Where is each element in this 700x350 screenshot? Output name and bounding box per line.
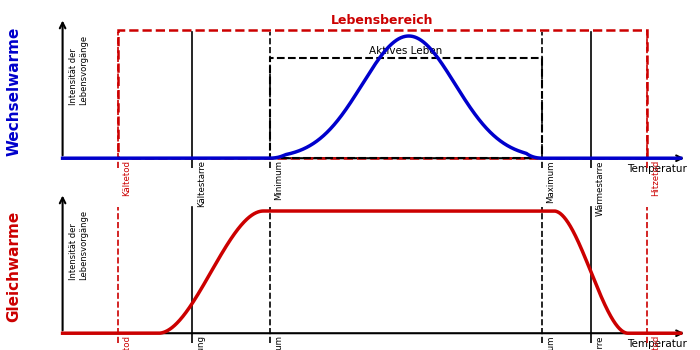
- Text: Wechselwarme: Wechselwarme: [6, 26, 22, 156]
- Text: Lebensbereich: Lebensbereich: [331, 14, 434, 27]
- Text: Kältetod: Kältetod: [122, 160, 132, 196]
- Text: Kältestarre: Kältestarre: [197, 160, 206, 207]
- Bar: [118, 30, 647, 158]
- Text: Intensität der
Lebensvorgänge: Intensität der Lebensvorgänge: [69, 210, 88, 280]
- Text: Minimum: Minimum: [274, 335, 283, 350]
- Text: Verklammung: Verklammung: [197, 335, 206, 350]
- Text: Kältetod: Kältetod: [122, 335, 132, 350]
- Text: Hitzetod: Hitzetod: [651, 335, 660, 350]
- Text: Temperatur: Temperatur: [627, 164, 687, 174]
- Text: Gleichwarme: Gleichwarme: [6, 210, 22, 322]
- Text: Minimum: Minimum: [274, 160, 283, 200]
- Text: Wärmestarre: Wärmestarre: [595, 160, 604, 216]
- Text: Maximum: Maximum: [546, 335, 555, 350]
- Text: Temperatur: Temperatur: [627, 340, 687, 349]
- Text: Intensität der
Lebensvorgänge: Intensität der Lebensvorgänge: [69, 35, 88, 105]
- Text: Hitzetod: Hitzetod: [651, 160, 660, 196]
- Text: Wärmestarre: Wärmestarre: [595, 335, 604, 350]
- Bar: [270, 58, 542, 158]
- Text: Aktives Leben: Aktives Leben: [369, 46, 442, 56]
- Text: Maximum: Maximum: [546, 160, 555, 203]
